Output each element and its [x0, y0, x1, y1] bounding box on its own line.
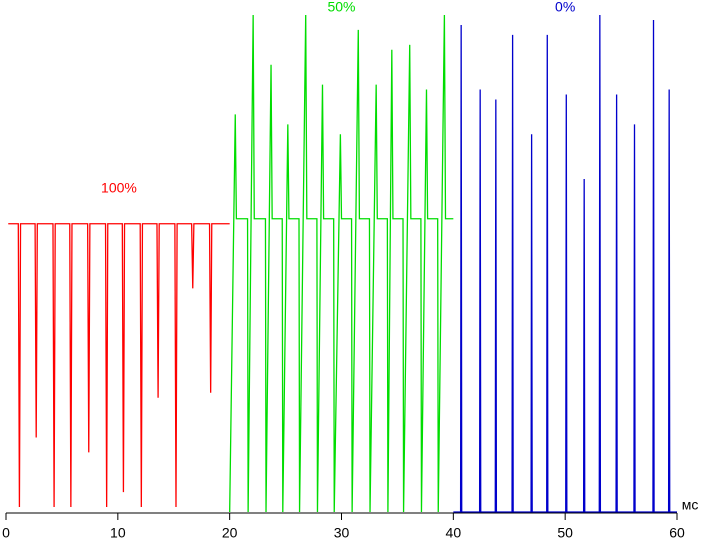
x-tick-label: 50 — [557, 525, 573, 541]
series-label: 50% — [327, 0, 355, 15]
x-tick-label: 40 — [446, 525, 462, 541]
series-line — [229, 14, 454, 513]
x-tick-label: 0 — [2, 525, 10, 541]
series-line — [8, 223, 230, 508]
series-line — [453, 14, 677, 513]
x-tick-label: 10 — [110, 525, 126, 541]
x-axis-label: мс — [682, 497, 699, 513]
series-label: 0% — [555, 0, 575, 15]
x-tick-label: 20 — [222, 525, 238, 541]
series-label: 100% — [101, 179, 137, 195]
x-tick-label: 30 — [334, 525, 350, 541]
x-tick-label: 60 — [669, 525, 685, 541]
